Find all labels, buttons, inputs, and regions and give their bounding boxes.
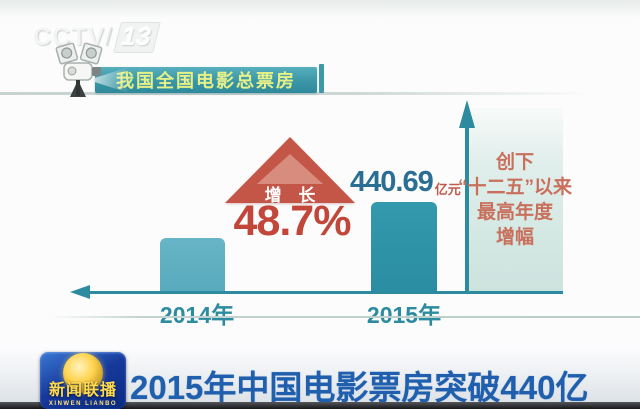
header-banner: 我国全国电影总票房 [95, 67, 317, 93]
annotation-panel [469, 108, 563, 291]
cctv-watermark-channel: 13 [113, 21, 161, 53]
value-2015-group: 440.69 亿元 [350, 168, 461, 197]
top-gradient [0, 0, 640, 18]
bottom-dark-strip [0, 402, 640, 409]
x-axis-baseline [86, 291, 563, 294]
xinwen-lianbo-logo: 新闻联播 XINWEN LIANBO [40, 352, 126, 409]
x-axis-arrow-icon [70, 285, 90, 299]
logo-subtitle: XINWEN LIANBO [48, 401, 118, 407]
value-axis-arrow-icon [459, 100, 475, 128]
news-headline: 2015年中国电影票房突破440亿 [130, 369, 589, 406]
banner-endcap [319, 64, 324, 93]
category-label-2015: 2015年 [366, 302, 442, 328]
annotation-line-3: 最高年度 [476, 202, 553, 223]
cctv-watermark-slash: / [105, 22, 114, 51]
annotation-text: 创下 “十二五”以来 最高年度 增幅 [451, 150, 579, 250]
category-label-2014: 2014年 [159, 302, 235, 328]
film-projector-icon [55, 42, 103, 97]
growth-percentage: 48.7% [233, 197, 352, 245]
bar-2014 [160, 238, 225, 291]
value-unit: 亿元 [434, 182, 461, 197]
globe-icon [63, 353, 103, 393]
annotation-line-1: 创下 [495, 152, 534, 173]
growth-triangle-inner-icon [257, 154, 323, 184]
growth-label: 增 长 [264, 186, 322, 205]
annotation-line-2: “十二五”以来 [457, 177, 572, 198]
annotation-line-4: 增幅 [495, 227, 534, 248]
logo-title: 新闻联播 [48, 382, 117, 399]
value-axis-line [465, 127, 469, 291]
value-2015: 440.69 [350, 166, 434, 198]
bar-2015 [371, 202, 437, 291]
frame-line-bottom [0, 316, 640, 318]
frame-line-top [0, 92, 640, 95]
header-banner-title: 我国全国电影总票房 [116, 71, 296, 91]
